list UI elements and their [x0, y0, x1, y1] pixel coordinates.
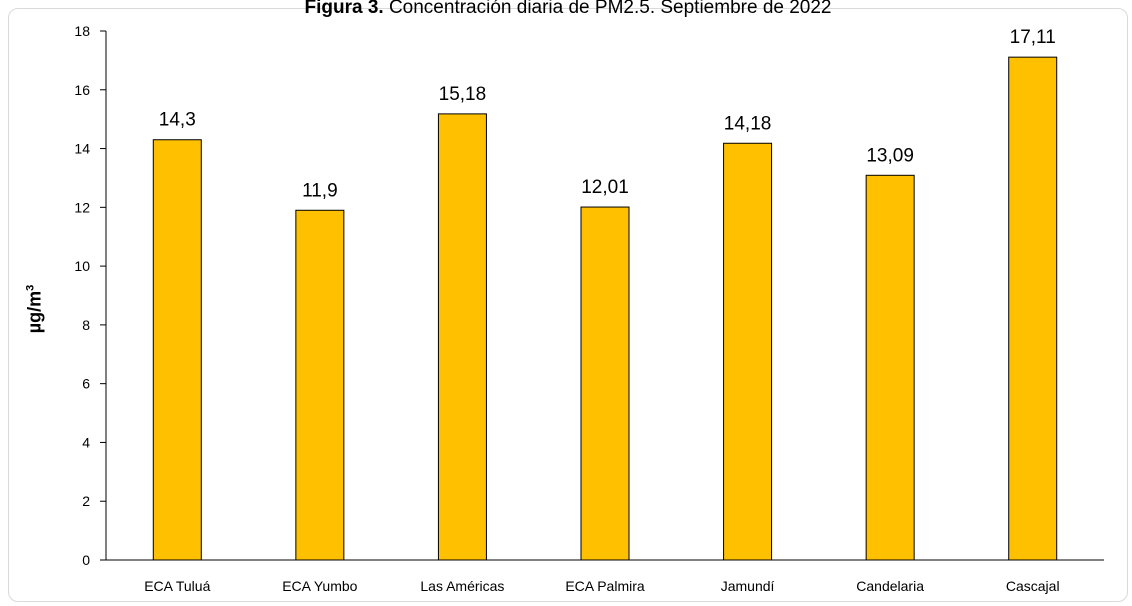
x-tick-label: ECA Tuluá: [144, 578, 210, 594]
bar-data-label: 13,09: [866, 145, 914, 166]
x-tick-label: Jamundí: [721, 578, 775, 594]
y-tick-label: 4: [82, 434, 90, 450]
bar: [295, 209, 345, 561]
x-tick-label: ECA Yumbo: [282, 578, 357, 594]
x-tick-label: ECA Palmira: [565, 578, 645, 594]
x-tick-label: Las Américas: [420, 578, 504, 594]
chart-title-text: Concentración diaria de PM2.5. Septiembr…: [383, 0, 832, 18]
y-tick-label: 12: [74, 199, 90, 215]
bar: [1008, 56, 1058, 561]
bar: [437, 113, 487, 561]
bar: [865, 174, 915, 561]
bar: [723, 142, 773, 561]
bar-data-label: 11,9: [302, 180, 338, 201]
y-tick-label: 6: [82, 376, 90, 392]
bar-data-label: 15,18: [439, 84, 487, 105]
bar-data-label: 12,01: [581, 177, 629, 198]
bar-data-label: 14,3: [159, 110, 196, 131]
x-tick-label: Candelaria: [856, 578, 924, 594]
chart-title: Figura 3. Concentración diaria de PM2.5.…: [9, 0, 1127, 19]
y-tick-label: 0: [82, 552, 90, 568]
y-tick-label: 18: [74, 23, 90, 39]
y-tick-label: 16: [74, 82, 90, 98]
bar: [152, 139, 202, 561]
bar: [580, 206, 630, 561]
bar-data-label: 17,11: [1010, 27, 1056, 48]
chart-title-bold: Figura 3.: [304, 0, 384, 18]
y-tick-label: 14: [74, 141, 90, 157]
y-tick-label: 2: [82, 493, 90, 509]
x-tick-label: Cascajal: [1006, 578, 1060, 594]
y-tick-label: 10: [74, 258, 90, 274]
y-tick-label: 8: [82, 317, 90, 333]
bar-data-label: 14,18: [724, 113, 772, 134]
